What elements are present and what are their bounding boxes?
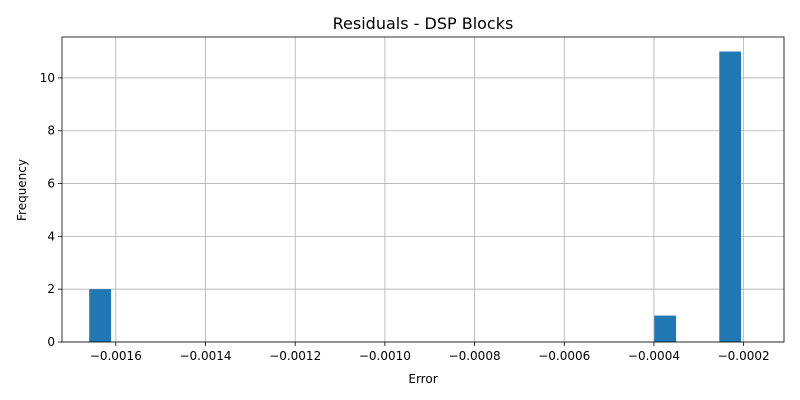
- histogram-bar: [654, 315, 677, 342]
- y-tick-label: 4: [47, 229, 55, 243]
- x-tick-label: −0.0012: [269, 349, 321, 363]
- plot-frame: [61, 36, 785, 343]
- axis-ticks: −0.0016 −0.0014 −0.0012 −0.0010 −0.0008 −0.00…: [40, 71, 770, 363]
- y-tick-label: 2: [47, 282, 55, 296]
- x-tick-label: −0.0002: [718, 349, 770, 363]
- histogram-bar: [89, 289, 112, 342]
- y-axis-label: Frequency: [15, 159, 29, 221]
- x-tick-label: −0.0014: [179, 349, 231, 363]
- y-tick-label: 8: [47, 124, 55, 138]
- y-tick-label: 10: [40, 71, 55, 85]
- x-tick-label: −0.0008: [449, 349, 501, 363]
- y-tick-label: 6: [47, 177, 55, 191]
- chart-title: Residuals - DSP Blocks: [333, 14, 514, 33]
- y-tick-label: 0: [47, 335, 55, 349]
- histogram-bars: [89, 51, 742, 343]
- x-axis-label: Error: [408, 372, 437, 386]
- grid-lines: [62, 37, 784, 343]
- histogram-bar: [719, 51, 742, 343]
- x-tick-label: −0.0006: [538, 349, 590, 363]
- x-tick-label: −0.0016: [90, 349, 142, 363]
- x-tick-label: −0.0010: [359, 349, 411, 363]
- x-tick-label: −0.0004: [628, 349, 680, 363]
